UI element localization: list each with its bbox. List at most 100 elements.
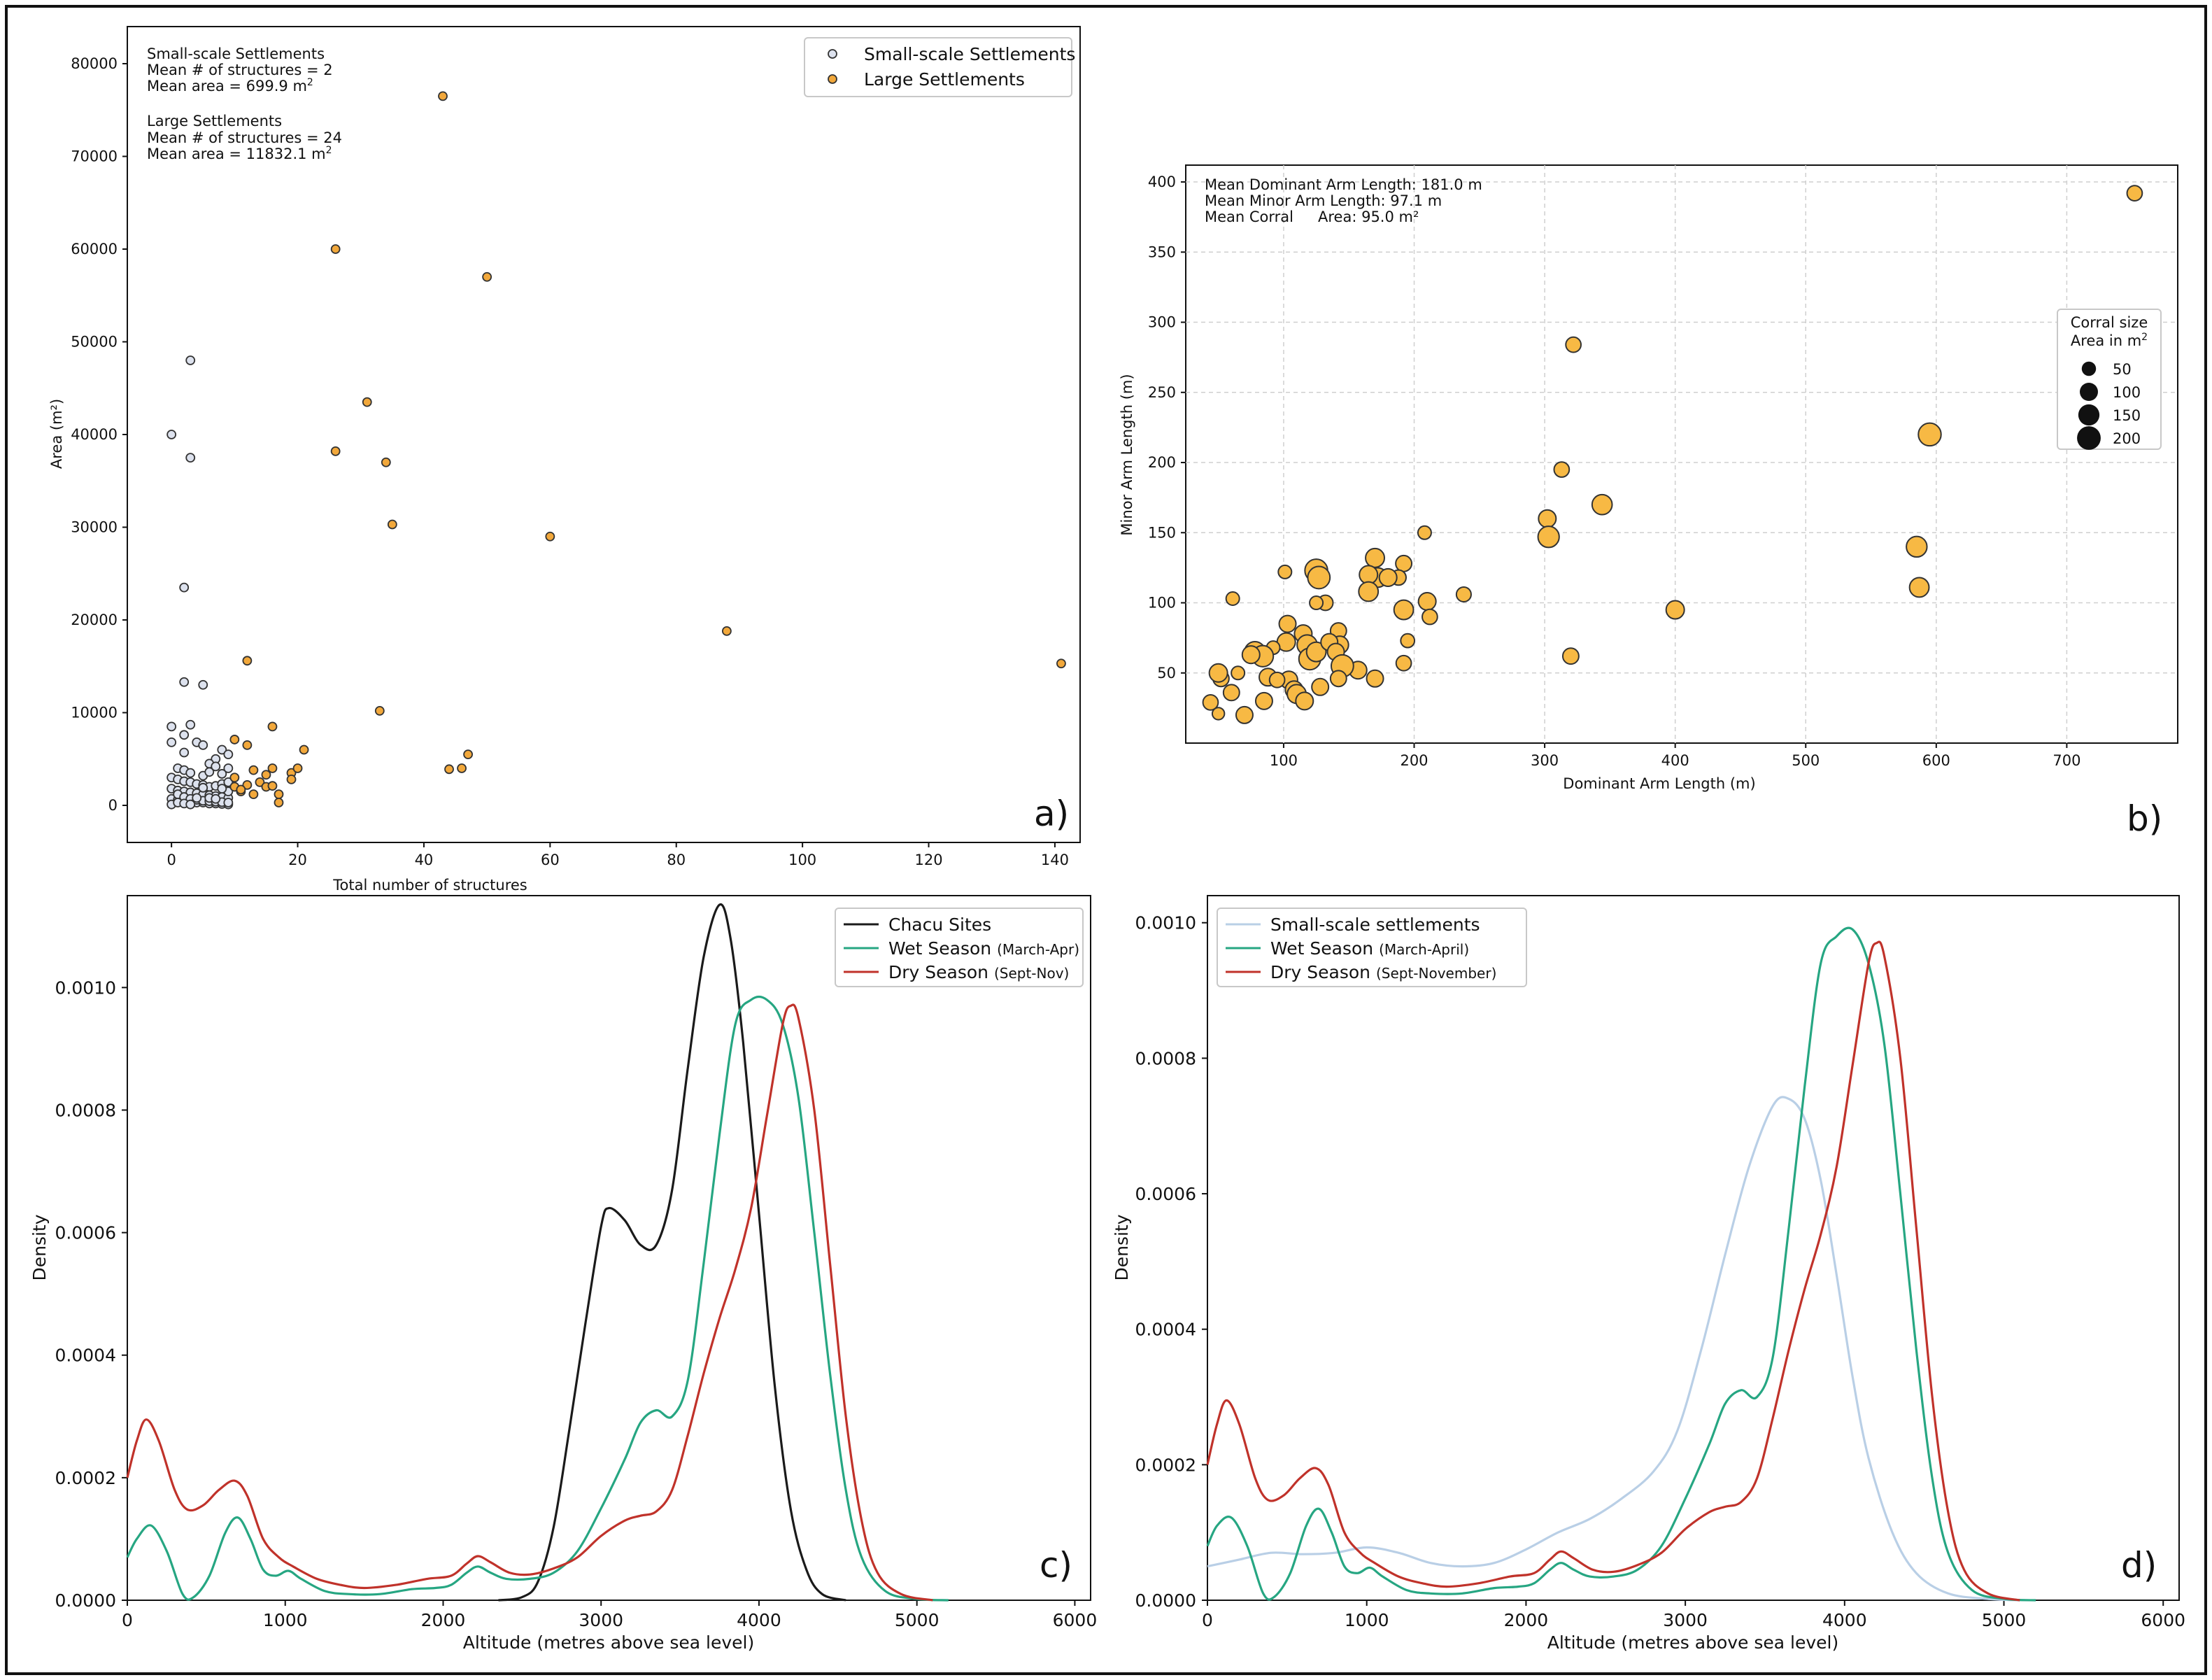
panel-c-ytick-label-3: 0.0006 (55, 1223, 116, 1243)
panel-b-ytick-label-7: 400 (1148, 174, 1176, 190)
panel-d-xtick-label-5: 5000 (1982, 1610, 2027, 1630)
panel-c-legend-dry-name: Dry Season (888, 962, 988, 982)
corral-point-63 (1254, 691, 1273, 710)
small-settlement-point-24 (217, 769, 227, 779)
panel-c-series-wet-season (126, 995, 949, 1602)
panel-b-legend-label-200: 200 (2113, 430, 2141, 447)
panel-b-legend-label-150: 150 (2113, 407, 2141, 424)
large-settlement-point-5 (381, 457, 391, 467)
corral-point-8 (1908, 577, 1930, 598)
panel-d-density: 0 1000 2000 3000 4000 5000 6000 0.0000 0.0002 0.0… (1112, 895, 2186, 1653)
panel-a-ann-small-structures: Mean # of structures = 2 (147, 62, 333, 78)
panel-d-legend-wet-name: Wet Season (1270, 938, 1373, 959)
panel-c-xtick-label-2: 2000 (421, 1610, 466, 1630)
panel-a-scatter: 0 20 40 60 80 100 120 140 0 10000 20000 30000 40000 5… (48, 26, 1081, 894)
large-settlement-point-33 (248, 765, 259, 775)
panel-a-xtick-label-6: 120 (914, 852, 942, 868)
panel-b-legend-title1: Corral size (2071, 314, 2148, 331)
small-settlement-point-67 (185, 799, 196, 810)
small-settlement-point-1 (185, 355, 196, 365)
large-settlement-point-8 (721, 626, 732, 636)
small-settlement-point-21 (185, 768, 196, 778)
panel-d-xtick-label-3: 3000 (1663, 1610, 1708, 1630)
large-settlement-point-10 (242, 656, 253, 666)
panel-a-ytick-label-4: 40000 (71, 426, 118, 443)
corral-point-54 (1241, 645, 1261, 665)
corral-point-12 (1455, 586, 1472, 603)
panel-d-frame (1207, 895, 2180, 1601)
panel-a-xtick-label-0: 0 (166, 852, 176, 868)
large-settlement-point-24 (229, 772, 240, 783)
large-settlement-point-31 (274, 798, 284, 807)
panel-d-legend-wet-suffix: (March-April) (1379, 941, 1469, 958)
large-settlement-point-0 (438, 91, 448, 101)
corral-point-24 (1395, 654, 1412, 672)
panel-d-ticks: 0 1000 2000 3000 4000 5000 6000 0.0000 0.0002 0.0… (1135, 913, 2186, 1630)
small-settlement-point-5 (198, 679, 208, 690)
corral-point-21 (1358, 581, 1380, 602)
legend-marker-small (828, 49, 837, 59)
panel-a-xtick-label-5: 100 (788, 852, 816, 868)
panel-c-ylabel: Density (29, 1214, 50, 1280)
panel-b-legend-marker-150 (2078, 404, 2100, 426)
panel-b-ytick-label-6: 350 (1148, 243, 1176, 260)
panel-a-ann-small-title: Small-scale Settlements (147, 45, 325, 62)
panel-a-ytick-label-5: 50000 (71, 334, 118, 351)
corral-point-25 (1366, 669, 1384, 688)
large-settlement-point-4 (330, 446, 341, 456)
large-settlement-point-13 (229, 735, 240, 744)
small-settlement-point-17 (211, 761, 221, 772)
panel-a-ann-small-area-sup: 2 (307, 77, 313, 88)
panel-b-legend-marker-50 (2081, 361, 2097, 376)
corral-point-4 (1591, 493, 1613, 516)
corral-point-61 (1235, 705, 1254, 724)
large-settlement-point-2 (482, 271, 492, 282)
panel-c-ytick-label-4: 0.0008 (55, 1100, 116, 1120)
panel-c-ytick-label-5: 0.0010 (55, 977, 116, 998)
panel-d-legend-dry-name: Dry Season (1270, 962, 1370, 982)
large-settlement-point-14 (242, 740, 253, 750)
panel-a-xtick-label-3: 60 (541, 852, 560, 868)
panel-b-legend-label-50: 50 (2113, 361, 2132, 378)
corral-point-5 (1538, 509, 1557, 528)
panel-a-xtick-label-2: 40 (415, 852, 434, 868)
large-settlement-point-21 (292, 763, 303, 773)
corral-point-23 (1400, 633, 1416, 649)
corral-point-11 (1417, 525, 1432, 540)
panel-b-xtick-label-3: 400 (1661, 752, 1689, 769)
panel-d-legend-small: Small-scale settlements (1270, 915, 1480, 935)
corral-point-10 (1561, 647, 1580, 665)
panel-c-series-chacu-sites (498, 903, 846, 1602)
small-settlement-point-73 (198, 782, 208, 793)
panel-d-ytick-label-4: 0.0008 (1135, 1048, 1196, 1068)
panel-c-ytick-label-1: 0.0002 (55, 1468, 116, 1488)
panel-a-xtick-label-1: 20 (288, 852, 307, 868)
corral-point-15 (1395, 554, 1413, 572)
large-settlement-point-1 (330, 244, 341, 254)
panel-b-legend-marker-100 (2080, 383, 2098, 401)
panel-b-legend: Corral size Area in m2 50 100 150 200 (2057, 309, 2162, 450)
legend-label-small: Small-scale Settlements (864, 44, 1075, 64)
panel-c-xlabel: Altitude (metres above sea level) (463, 1632, 755, 1653)
corral-point-35 (1278, 614, 1297, 633)
panel-a-ytick-label-0: 0 (108, 797, 118, 814)
large-settlement-point-26 (274, 789, 284, 799)
panel-a-ytick-label-1: 10000 (71, 705, 118, 721)
corral-point-59 (1202, 694, 1219, 711)
corral-point-58 (1208, 663, 1228, 683)
panel-c-ticks: 0 1000 2000 3000 4000 5000 6000 0.0000 0.0002 0.0… (55, 977, 1098, 1630)
panel-b-xtick-label-5: 600 (1922, 752, 1950, 769)
corral-point-9 (1665, 600, 1685, 620)
small-settlement-point-70 (211, 793, 221, 804)
small-settlement-point-4 (179, 677, 190, 687)
corral-point-1 (1565, 336, 1582, 353)
corral-point-17 (1365, 547, 1386, 568)
panel-c-legend: Chacu Sites Wet Season (March-Apr) Dry S… (835, 908, 1084, 987)
panel-a-legend: Small-scale Settlements Large Settlement… (804, 37, 1075, 97)
panel-c-xtick-label-3: 3000 (579, 1610, 623, 1630)
panel-b-ytick-label-0: 50 (1157, 665, 1176, 682)
panel-a-ann-large-area: Mean area = 11832.1 m2 (147, 145, 332, 162)
corral-point-33 (1277, 564, 1293, 579)
panel-d-lines (1206, 926, 2036, 1602)
panel-b-ytick-label-1: 100 (1148, 595, 1176, 612)
